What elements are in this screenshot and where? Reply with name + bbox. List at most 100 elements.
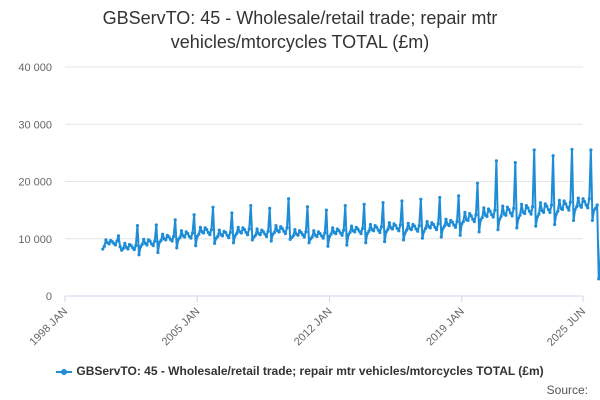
data-point[interactable] [457, 194, 461, 198]
data-point[interactable] [206, 230, 210, 235]
data-point[interactable] [178, 236, 182, 240]
data-point[interactable] [463, 210, 467, 215]
data-point[interactable] [567, 208, 571, 212]
data-point[interactable] [353, 230, 357, 234]
data-point[interactable] [246, 233, 250, 237]
data-point[interactable] [378, 230, 382, 235]
data-point[interactable] [549, 203, 554, 207]
data-point[interactable] [594, 206, 598, 211]
data-point[interactable] [183, 235, 187, 239]
data-point[interactable] [304, 230, 308, 234]
data-point[interactable] [212, 241, 217, 245]
data-point[interactable] [575, 205, 579, 209]
data-point[interactable] [216, 234, 220, 239]
data-point[interactable] [425, 219, 429, 224]
data-point[interactable] [416, 229, 420, 233]
data-point[interactable] [520, 202, 524, 206]
data-point[interactable] [386, 227, 390, 232]
data-point[interactable] [586, 206, 590, 210]
data-point[interactable] [581, 197, 585, 201]
data-point[interactable] [368, 222, 373, 227]
data-point[interactable] [543, 202, 547, 206]
data-point[interactable] [217, 228, 221, 232]
data-point[interactable] [548, 210, 552, 215]
data-point[interactable] [167, 235, 171, 239]
data-point[interactable] [102, 244, 106, 248]
data-point[interactable] [293, 227, 297, 232]
data-point[interactable] [137, 253, 141, 257]
data-point[interactable] [340, 233, 344, 237]
data-point[interactable] [151, 244, 155, 248]
data-point[interactable] [499, 214, 503, 219]
data-point[interactable] [590, 218, 595, 223]
data-point[interactable] [557, 198, 561, 202]
data-point[interactable] [531, 205, 535, 209]
data-point[interactable] [523, 211, 527, 216]
data-point[interactable] [321, 236, 325, 240]
data-point[interactable] [364, 241, 368, 245]
data-point[interactable] [428, 226, 432, 230]
data-point[interactable] [458, 233, 462, 237]
data-point[interactable] [338, 231, 343, 235]
data-point[interactable] [135, 223, 140, 228]
data-point[interactable] [461, 219, 465, 224]
data-point[interactable] [250, 238, 254, 242]
data-point[interactable] [228, 230, 232, 235]
data-point[interactable] [501, 204, 505, 208]
data-point[interactable] [397, 229, 401, 233]
data-point[interactable] [579, 205, 584, 209]
data-point[interactable] [329, 232, 333, 236]
data-point[interactable] [318, 232, 322, 236]
data-point[interactable] [597, 277, 600, 281]
data-point[interactable] [343, 203, 347, 208]
data-point[interactable] [556, 209, 560, 213]
data-point[interactable] [433, 225, 437, 229]
data-point[interactable] [405, 228, 409, 232]
data-point[interactable] [466, 218, 470, 223]
data-point[interactable] [436, 222, 440, 226]
data-point[interactable] [227, 236, 231, 240]
data-point[interactable] [573, 207, 577, 212]
data-point[interactable] [516, 216, 521, 220]
data-point[interactable] [420, 236, 424, 240]
data-point[interactable] [118, 245, 122, 249]
data-point[interactable] [195, 234, 199, 239]
data-point[interactable] [360, 226, 365, 231]
data-point[interactable] [126, 247, 130, 251]
data-point[interactable] [475, 181, 480, 185]
data-point[interactable] [285, 226, 289, 230]
data-point[interactable] [301, 233, 305, 237]
data-point[interactable] [518, 213, 522, 217]
data-point[interactable] [201, 231, 206, 235]
data-point[interactable] [326, 244, 330, 248]
data-point[interactable] [447, 223, 451, 228]
data-point[interactable] [315, 234, 319, 239]
data-point[interactable] [453, 225, 458, 229]
data-point[interactable] [576, 196, 580, 200]
data-point[interactable] [121, 246, 125, 251]
data-point[interactable] [197, 232, 201, 236]
data-point[interactable] [527, 209, 532, 213]
data-point[interactable] [172, 234, 176, 239]
data-point[interactable] [224, 230, 228, 235]
data-point[interactable] [302, 235, 306, 239]
data-point[interactable] [123, 241, 127, 245]
data-point[interactable] [277, 230, 281, 234]
data-point[interactable] [154, 223, 158, 227]
data-point[interactable] [161, 232, 165, 236]
data-point[interactable] [584, 203, 588, 207]
data-point[interactable] [400, 199, 404, 203]
data-point[interactable] [145, 243, 149, 247]
data-point[interactable] [504, 213, 508, 217]
legend[interactable]: GBServTO: 45 - Wholesale/retail trade; r… [0, 364, 600, 378]
data-point[interactable] [526, 206, 530, 210]
data-point[interactable] [189, 236, 193, 240]
data-point[interactable] [156, 250, 160, 255]
data-point[interactable] [255, 227, 259, 231]
data-point[interactable] [179, 229, 184, 233]
data-point[interactable] [482, 206, 486, 210]
data-point[interactable] [307, 241, 311, 245]
data-point[interactable] [231, 241, 236, 245]
data-point[interactable] [485, 214, 489, 219]
data-point[interactable] [564, 202, 568, 206]
